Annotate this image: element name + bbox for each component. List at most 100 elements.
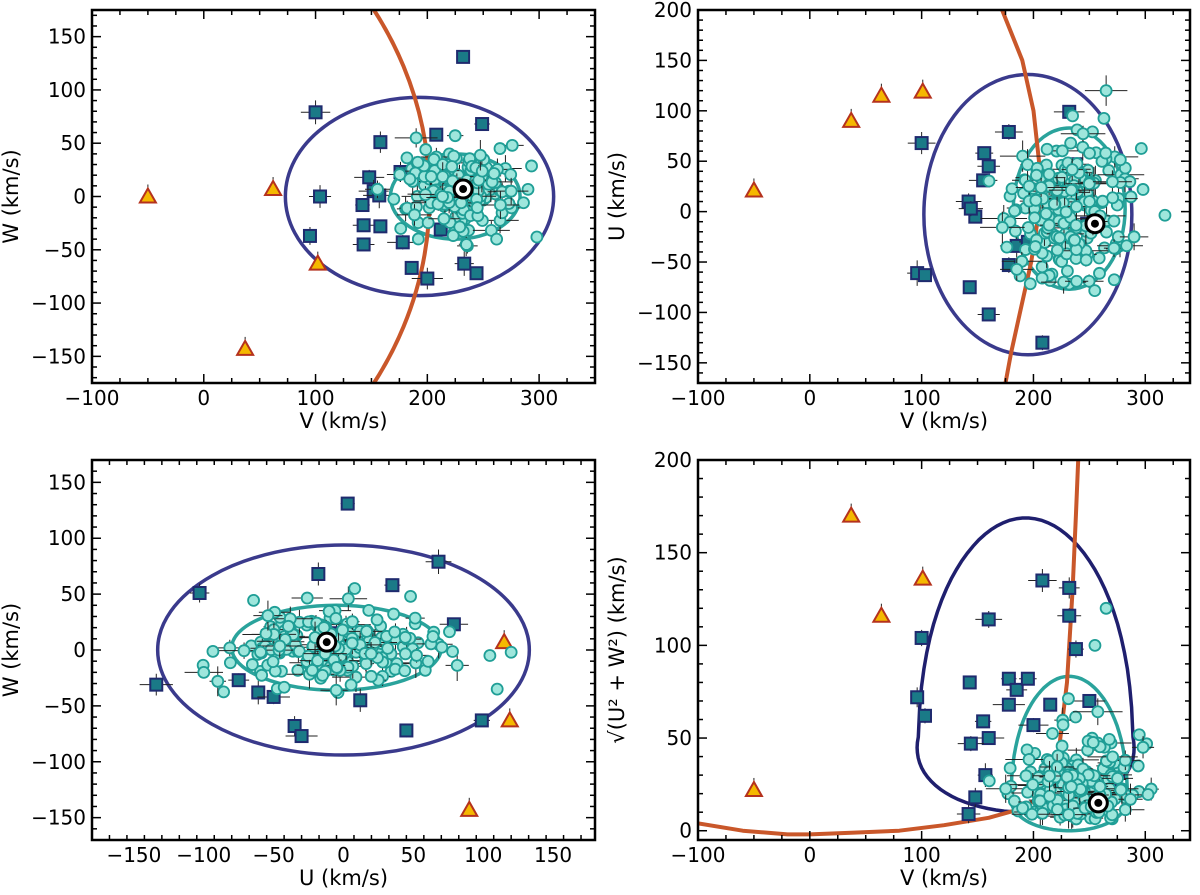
square-point bbox=[981, 159, 996, 174]
halo-star-point bbox=[1042, 218, 1056, 232]
square-point bbox=[962, 675, 977, 690]
triangle-point bbox=[263, 179, 283, 197]
series-squares bbox=[907, 104, 1095, 351]
square-point bbox=[981, 731, 996, 746]
halo-star-point bbox=[411, 155, 425, 169]
plot-area bbox=[139, 496, 532, 817]
halo-star-point bbox=[1008, 204, 1021, 218]
ticks bbox=[697, 459, 1190, 840]
ticks bbox=[697, 9, 1190, 384]
halo-star-point bbox=[1064, 183, 1078, 197]
x-tick-label: 0 bbox=[803, 843, 816, 867]
y-tick-label: 0 bbox=[73, 185, 86, 209]
halo-star-point bbox=[1009, 224, 1022, 238]
halo-star-point bbox=[1088, 284, 1102, 297]
halo-star-point bbox=[1042, 167, 1056, 181]
halo-star-point bbox=[1062, 808, 1075, 821]
halo-star-point bbox=[1055, 144, 1069, 158]
halo-star-point bbox=[419, 143, 433, 156]
halo-star-point bbox=[530, 230, 544, 244]
halo-star-point bbox=[437, 212, 451, 226]
square-point bbox=[149, 677, 164, 692]
halo-star-point bbox=[344, 678, 358, 692]
halo-star-point bbox=[504, 184, 518, 198]
halo-star-point bbox=[447, 149, 461, 163]
halo-star-point bbox=[421, 216, 435, 230]
halo-star-point bbox=[398, 630, 412, 644]
halo-star-point bbox=[1134, 142, 1148, 155]
x-tick-label: 200 bbox=[1014, 386, 1052, 410]
square-point bbox=[356, 218, 371, 233]
square-point bbox=[981, 307, 996, 322]
halo-star-point bbox=[1127, 230, 1141, 244]
halo-star-point bbox=[399, 647, 412, 661]
y-tick-label: 200 bbox=[654, 0, 692, 22]
square-point bbox=[976, 714, 991, 729]
square-point bbox=[308, 105, 323, 120]
halo-star-point bbox=[1022, 179, 1036, 193]
halo-star-point bbox=[1111, 771, 1124, 785]
y-axis-label: U (km/s) bbox=[605, 152, 629, 241]
halo-star-point bbox=[435, 640, 449, 654]
triangle-point bbox=[459, 799, 479, 817]
square-point bbox=[373, 219, 388, 234]
halo-star-point bbox=[1022, 753, 1036, 766]
y-tick-label: 100 bbox=[654, 99, 692, 123]
halo-star-point bbox=[1007, 794, 1021, 808]
halo-star-point bbox=[247, 593, 260, 607]
halo-star-point bbox=[1062, 692, 1075, 706]
y-tick-label: 150 bbox=[48, 25, 86, 49]
triangle-point bbox=[871, 85, 892, 103]
y-axis-label: W (km/s) bbox=[0, 149, 23, 243]
halo-star-point bbox=[1028, 211, 1042, 225]
velocity-ellipse-0 bbox=[283, 95, 556, 298]
halo-star-point bbox=[448, 129, 462, 143]
x-tick-label: −150 bbox=[106, 843, 161, 867]
y-tick-label: 50 bbox=[61, 582, 86, 606]
halo-star-point bbox=[1034, 181, 1048, 194]
halo-star-point bbox=[317, 621, 331, 634]
halo-star-point bbox=[1051, 749, 1065, 763]
square-point bbox=[977, 146, 992, 161]
square-point bbox=[961, 807, 976, 822]
halo-star-point bbox=[1091, 705, 1105, 719]
square-point bbox=[1001, 124, 1016, 139]
x-tick-label: 100 bbox=[464, 843, 502, 867]
x-tick-label: 200 bbox=[408, 386, 446, 410]
y-tick-label: −150 bbox=[31, 806, 86, 830]
series-circles bbox=[184, 582, 518, 706]
halo-star-point bbox=[1043, 769, 1056, 783]
halo-star-point bbox=[404, 589, 417, 603]
y-tick-label: −150 bbox=[31, 344, 86, 368]
halo-star-point bbox=[473, 148, 487, 162]
square-point bbox=[474, 713, 489, 728]
halo-star-point bbox=[266, 655, 280, 669]
y-tick-label: 50 bbox=[61, 131, 86, 155]
halo-star-point bbox=[426, 630, 440, 643]
halo-star-point bbox=[1036, 806, 1049, 820]
y-tick-label: 150 bbox=[48, 470, 86, 494]
halo-star-point bbox=[460, 238, 473, 251]
halo-star-point bbox=[1106, 750, 1120, 764]
halo-star-point bbox=[245, 658, 259, 671]
square-point bbox=[192, 586, 207, 600]
axes-frame bbox=[696, 458, 1192, 842]
square-point bbox=[910, 690, 925, 705]
halo-star-point bbox=[1016, 801, 1030, 815]
square-point bbox=[355, 198, 370, 213]
y-tick-label: 100 bbox=[654, 633, 692, 657]
halo-star-point bbox=[1092, 251, 1106, 265]
y-tick-label: −100 bbox=[637, 300, 692, 324]
square-point bbox=[1035, 573, 1050, 588]
halo-star-point bbox=[1099, 601, 1113, 615]
y-tick-label: −100 bbox=[31, 750, 86, 774]
y-tick-label: 50 bbox=[667, 726, 692, 750]
halo-star-point bbox=[1102, 732, 1116, 746]
y-tick-label: −100 bbox=[31, 291, 86, 315]
triangle-point bbox=[235, 338, 255, 356]
x-tick-label: −100 bbox=[65, 386, 120, 410]
x-tick-label: 150 bbox=[534, 843, 572, 867]
sun-marker-dot bbox=[1094, 798, 1103, 807]
